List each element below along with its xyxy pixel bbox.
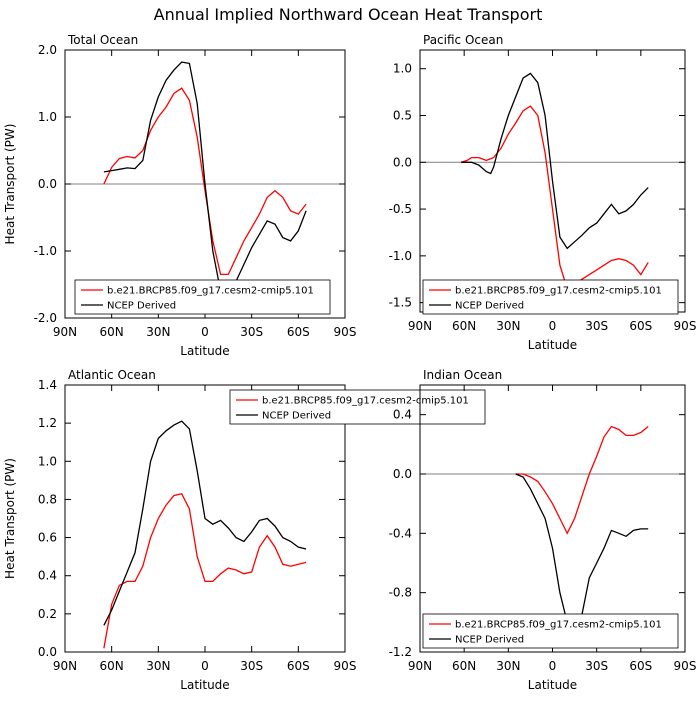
panel-title: Total Ocean	[67, 33, 138, 47]
x-tick-label: 90N	[53, 659, 77, 673]
y-tick-label: -1.0	[34, 244, 57, 258]
x-tick-label: 90S	[334, 325, 357, 339]
x-tick-label: 30S	[240, 659, 263, 673]
panel-title: Atlantic Ocean	[68, 368, 156, 382]
legend-label: NCEP Derived	[455, 301, 524, 312]
legend: b.e21.BRCP85.f09_g17.cesm2-cmip5.101 NCEP…	[74, 279, 331, 315]
y-tick-label: 0.4	[393, 408, 412, 422]
y-axis-label: Heat Transport (PW)	[3, 124, 17, 245]
series-line-0	[103, 492, 307, 649]
x-tick-label: 90N	[53, 325, 77, 339]
series-line-1	[461, 72, 649, 250]
x-tick-label: 30S	[240, 325, 263, 339]
plot-frame	[64, 49, 346, 319]
series-line-1	[103, 420, 307, 626]
x-tick-label: 30S	[585, 659, 608, 673]
y-tick-label: 1.2	[38, 416, 57, 430]
y-tick-label: -1.5	[389, 296, 412, 310]
legend-label: b.e21.BRCP85.f09_g17.cesm2-cmip5.101	[455, 286, 662, 297]
legend-label: b.e21.BRCP85.f09_g17.cesm2-cmip5.101	[262, 396, 469, 407]
x-tick-label: 60S	[629, 659, 652, 673]
y-tick-label: 0.8	[38, 492, 57, 506]
y-tick-label: 0.0	[38, 645, 57, 659]
legend-box	[229, 389, 486, 425]
legend-box	[422, 279, 679, 315]
x-tick-label: 0	[201, 325, 209, 339]
legend-label: NCEP Derived	[107, 301, 176, 312]
x-tick-label: 90N	[408, 319, 432, 333]
y-tick-label: 0.2	[38, 607, 57, 621]
x-tick-label: 30N	[146, 659, 170, 673]
legend-label: b.e21.BRCP85.f09_g17.cesm2-cmip5.101	[455, 620, 662, 631]
y-tick-label: 0.6	[38, 531, 57, 545]
y-tick-label: 0.0	[393, 155, 412, 169]
y-tick-label: -0.8	[389, 586, 412, 600]
series-line-0	[461, 105, 649, 290]
x-tick-label: 90S	[334, 659, 357, 673]
y-tick-label: 0.4	[38, 569, 57, 583]
legend: b.e21.BRCP85.f09_g17.cesm2-cmip5.101 NCEP…	[422, 279, 679, 315]
panel-title: Indian Ocean	[423, 368, 502, 382]
x-tick-label: 60N	[452, 659, 476, 673]
x-tick-label: 0	[549, 659, 557, 673]
x-tick-label: 60S	[287, 325, 310, 339]
y-tick-label: -0.4	[389, 526, 412, 540]
x-tick-label: 90S	[674, 319, 697, 333]
series-line-0	[515, 425, 649, 535]
y-tick-label: -2.0	[34, 311, 57, 325]
y-tick-label: 2.0	[38, 43, 57, 57]
legend-label: NCEP Derived	[262, 411, 331, 422]
y-tick-label: -0.5	[389, 202, 412, 216]
series-line-0	[103, 87, 307, 276]
chart-panel-3: 90N 60N 30N 0 30S 60S 90S -1.2 -0.8 -0.4 0.0 0.4 Ind…	[389, 368, 697, 692]
x-tick-label: 30N	[496, 659, 520, 673]
x-tick-label: 60N	[452, 319, 476, 333]
x-tick-label: 60S	[287, 659, 310, 673]
x-axis-label: Latitude	[528, 338, 577, 352]
page-title: Annual Implied Northward Ocean Heat Tran…	[154, 5, 543, 24]
panel-title: Pacific Ocean	[423, 33, 503, 47]
x-axis-label: Latitude	[528, 678, 577, 692]
legend-label: NCEP Derived	[455, 635, 524, 646]
y-axis-label: Heat Transport (PW)	[3, 458, 17, 579]
y-tick-label: -1.2	[389, 645, 412, 659]
y-tick-label: 1.0	[38, 454, 57, 468]
legend-label: b.e21.BRCP85.f09_g17.cesm2-cmip5.101	[107, 286, 314, 297]
y-tick-label: 0.0	[38, 177, 57, 191]
chart-panel-1: 90N 60N 30N 0 30S 60S 90S -1.5 -1.0 -0.5 0.0 0.5 1.0…	[389, 33, 697, 352]
y-tick-label: 1.0	[393, 62, 412, 76]
x-tick-label: 60S	[629, 319, 652, 333]
y-tick-label: 1.0	[38, 110, 57, 124]
x-axis-label: Latitude	[180, 678, 229, 692]
legend: b.e21.BRCP85.f09_g17.cesm2-cmip5.101 NCEP…	[422, 613, 679, 649]
x-tick-label: 90S	[674, 659, 697, 673]
y-tick-label: 1.4	[38, 378, 57, 392]
x-tick-label: 60N	[100, 325, 124, 339]
y-tick-label: 0.5	[393, 109, 412, 123]
series-line-1	[103, 61, 307, 296]
x-tick-label: 90N	[408, 659, 432, 673]
y-tick-label: -1.0	[389, 249, 412, 263]
plot-frame	[419, 384, 686, 653]
legend: b.e21.BRCP85.f09_g17.cesm2-cmip5.101 NCEP…	[229, 389, 486, 425]
x-tick-label: 0	[201, 659, 209, 673]
x-tick-label: 30N	[496, 319, 520, 333]
x-tick-label: 30S	[585, 319, 608, 333]
x-tick-label: 30N	[146, 325, 170, 339]
x-tick-label: 0	[549, 319, 557, 333]
chart-panel-2: 90N 60N 30N 0 30S 60S 90S 0.0 0.2 0.4 0.6 0.8 1.0 1.2…	[3, 368, 486, 692]
y-tick-label: 0.0	[393, 467, 412, 481]
x-tick-label: 60N	[100, 659, 124, 673]
legend-box	[74, 279, 331, 315]
legend-box	[422, 613, 679, 649]
plot-frame	[64, 384, 346, 653]
x-axis-label: Latitude	[180, 344, 229, 358]
chart-panel-0: 90N 60N 30N 0 30S 60S 90S -2.0 -1.0 0.0 1.0 2.0 Tota…	[3, 33, 356, 358]
